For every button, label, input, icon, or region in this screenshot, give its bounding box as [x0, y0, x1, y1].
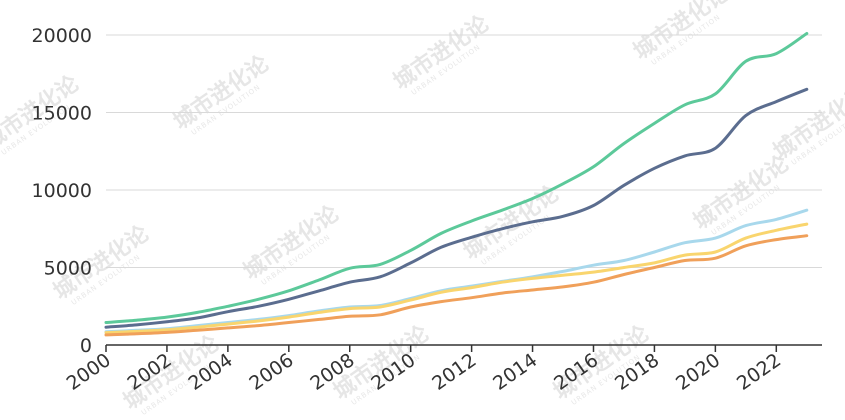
series-line-2: [104, 87, 809, 329]
x-tick-label: 2022: [733, 349, 785, 395]
x-tick-label: 2012: [428, 349, 480, 395]
x-tick-label: 2014: [489, 349, 541, 395]
y-tick-label: 20000: [32, 25, 92, 47]
watermark-text: 城市进化论: [689, 150, 795, 235]
watermark-text: 城市进化论: [169, 50, 275, 135]
series-line-5: [104, 234, 809, 337]
y-tick-label: 10000: [32, 180, 92, 202]
watermark-text: 城市进化论: [629, 0, 735, 65]
series-line-4: [104, 222, 809, 335]
grid: 0 5000 10000 15000 20000: [32, 25, 822, 357]
series-layer: [104, 32, 809, 337]
watermark-text: 城市进化论: [389, 10, 495, 95]
y-tick-label: 0: [80, 335, 92, 357]
y-tick-label: 15000: [32, 103, 92, 125]
series-line-1: [104, 32, 809, 324]
y-tick-label: 5000: [44, 258, 92, 280]
x-tick-label: 2020: [672, 349, 724, 395]
series-line-3: [104, 208, 809, 334]
x-tick-label: 2006: [245, 349, 297, 395]
watermark-text: 城市进化论: [239, 200, 345, 285]
